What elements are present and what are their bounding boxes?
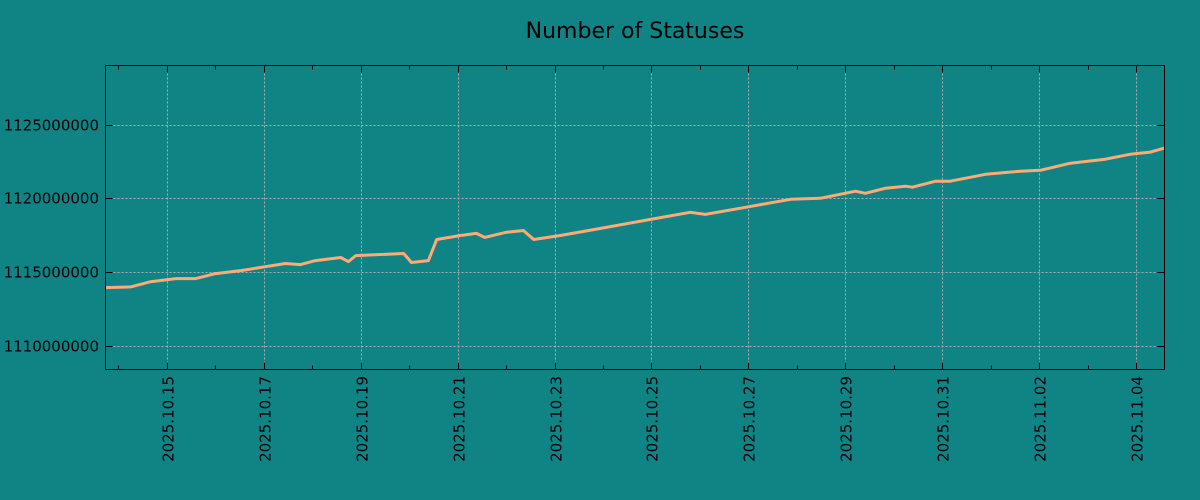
y-tick-label: 1120000000	[4, 190, 99, 208]
y-tick-label: 1115000000	[4, 264, 99, 282]
plot-frame	[105, 65, 1165, 370]
x-tick-label: 2025.10.23	[548, 376, 566, 462]
x-tick-label: 2025.10.19	[354, 376, 372, 462]
x-tick-label: 2025.10.15	[160, 376, 178, 462]
x-tick-label: 2025.10.29	[838, 376, 856, 462]
x-tick-label: 2025.10.31	[935, 376, 953, 462]
x-tick-label: 2025.10.25	[644, 376, 662, 462]
x-tick-label: 2025.10.27	[741, 376, 759, 462]
x-tick-label: 2025.11.02	[1032, 376, 1050, 462]
x-tick-label: 2025.11.04	[1129, 376, 1147, 462]
x-tick-label: 2025.10.21	[451, 376, 469, 462]
chart-title: Number of Statuses	[526, 19, 745, 44]
y-tick-label: 1110000000	[4, 338, 99, 356]
grid	[105, 65, 1165, 370]
ticks: 2025.10.15 2025.10.17 2025.10.19 2025.10.21…	[4, 65, 1165, 462]
y-tick-label: 1125000000	[4, 117, 99, 135]
x-tick-label: 2025.10.17	[257, 376, 275, 462]
